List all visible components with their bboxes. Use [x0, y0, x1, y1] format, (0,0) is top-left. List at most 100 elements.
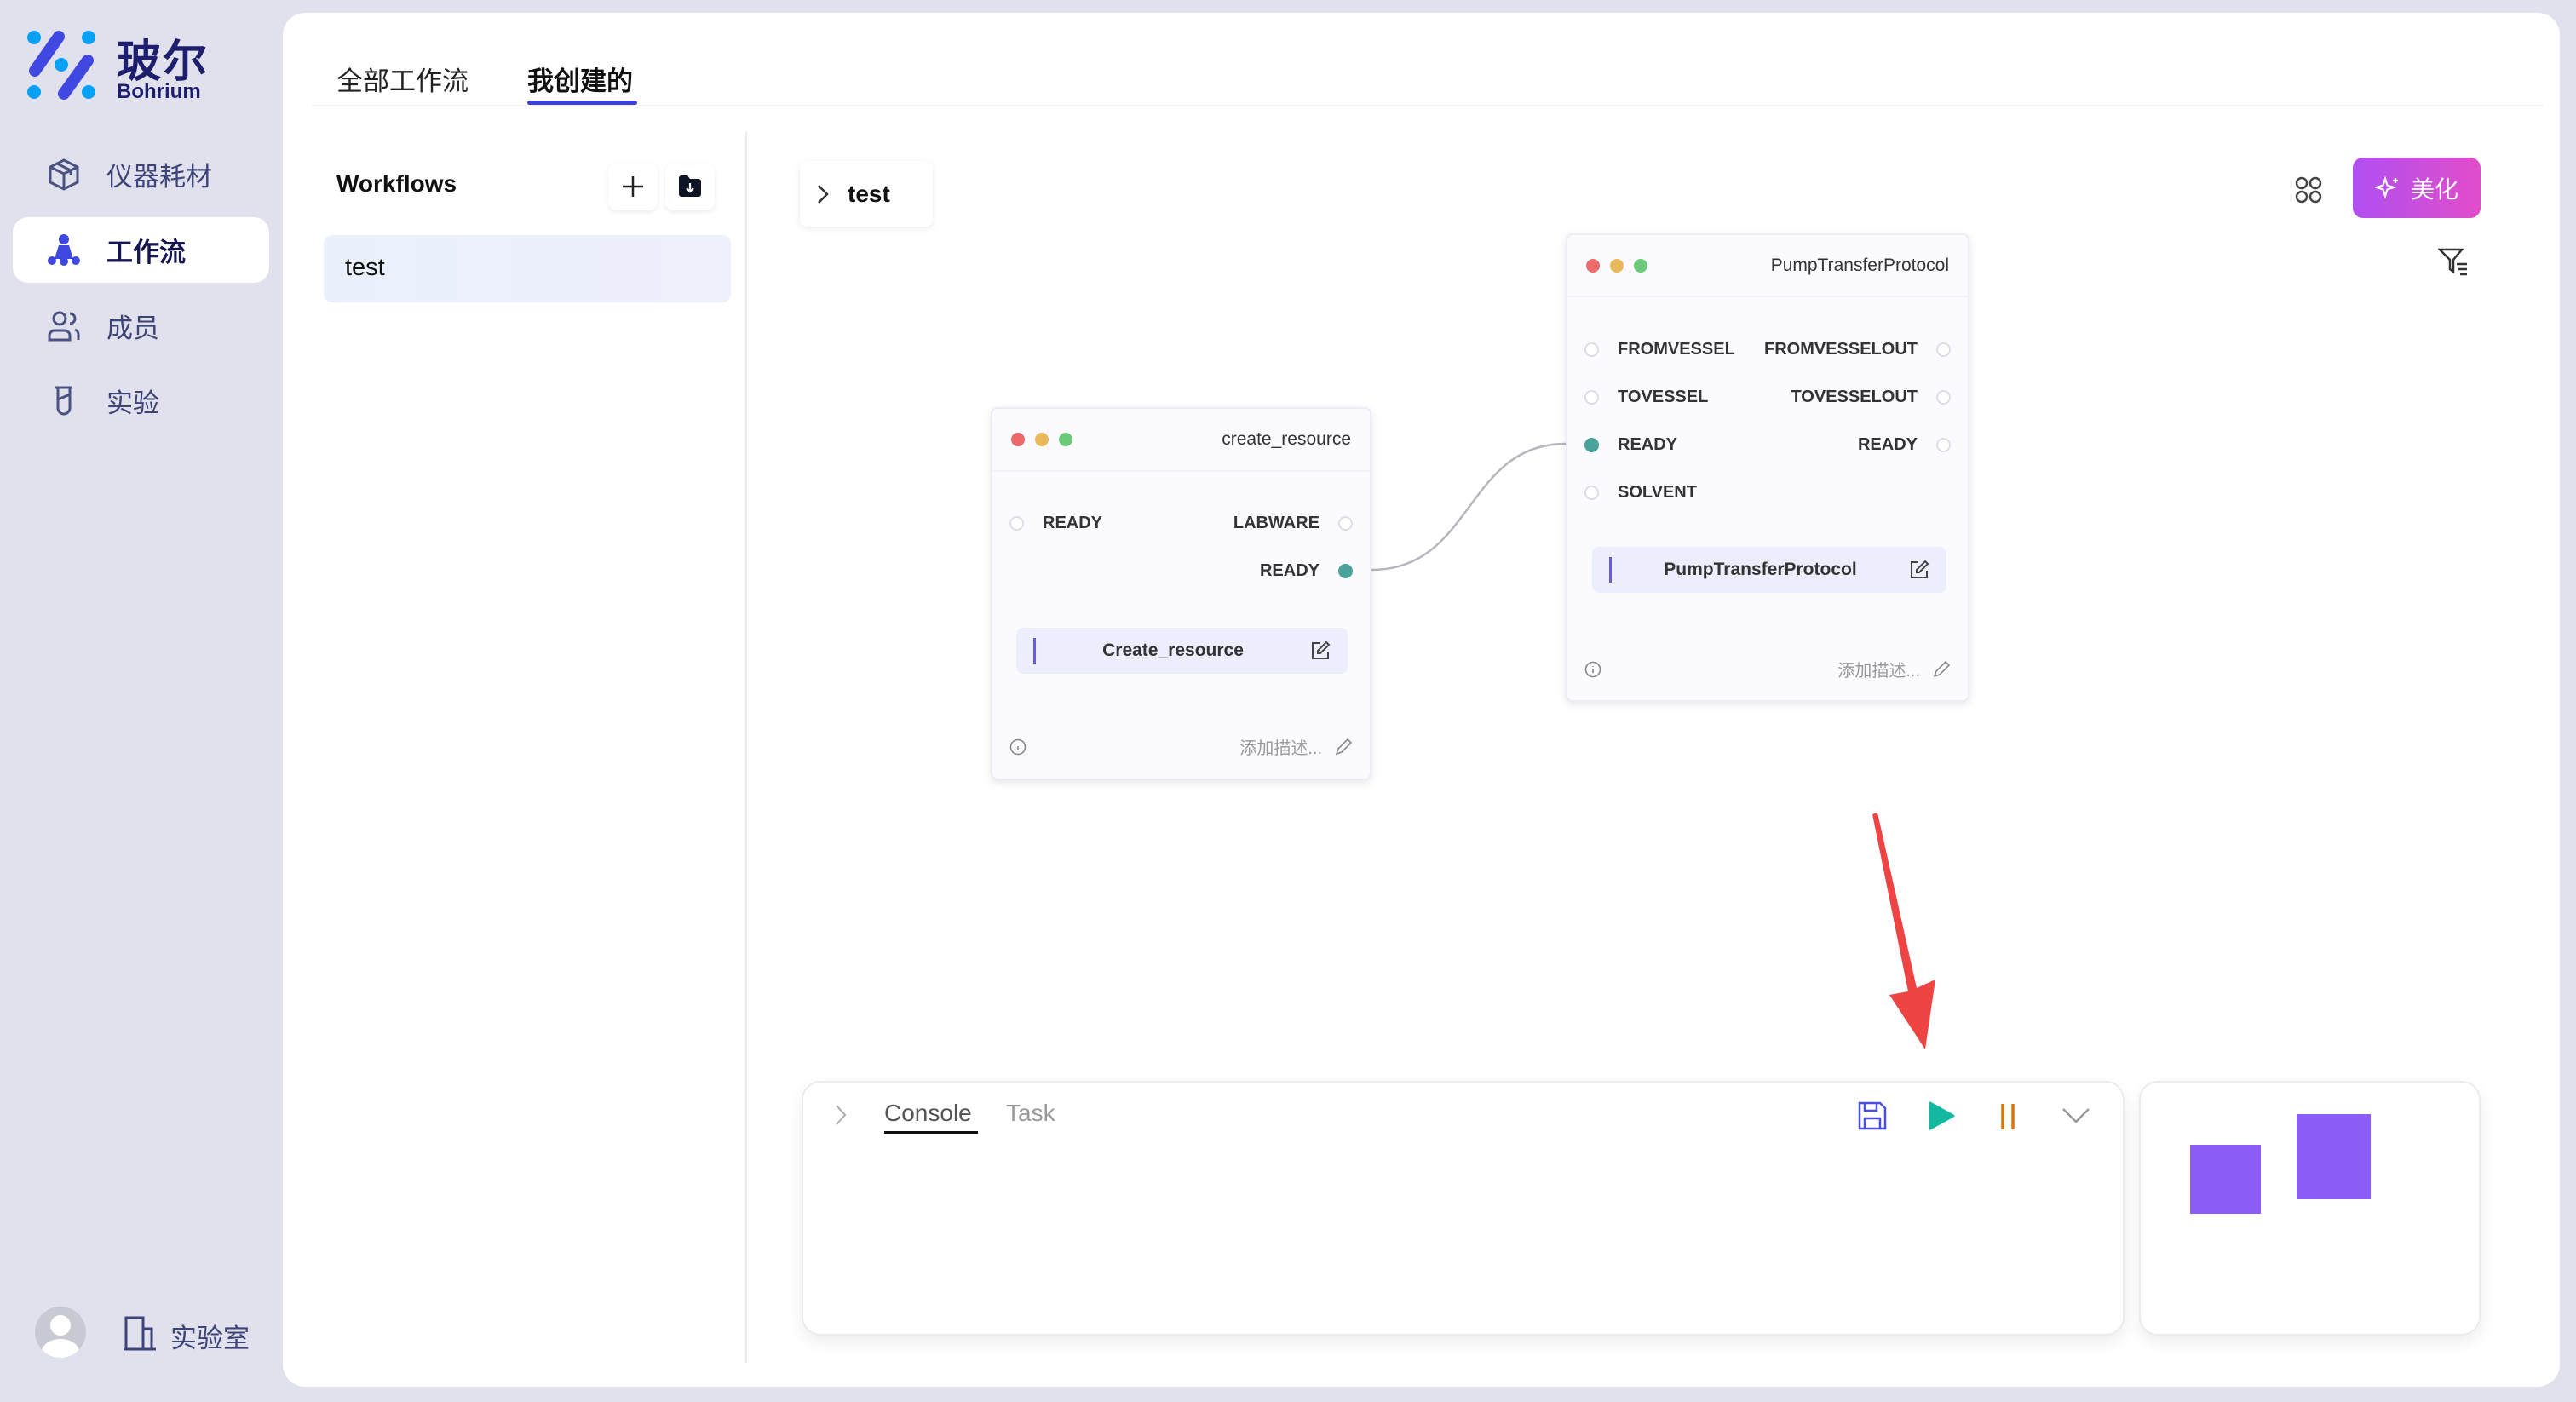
console-tab-underline: [884, 1131, 978, 1134]
node-pump-transfer-protocol[interactable]: PumpTransferProtocol FROMVESSEL TOVESSEL…: [1566, 233, 1969, 702]
tab-all-workflows[interactable]: 全部工作流: [336, 66, 469, 96]
port-handle[interactable]: [1584, 486, 1599, 500]
close-dot-icon[interactable]: [1586, 258, 1600, 273]
port-handle[interactable]: [1584, 342, 1599, 357]
output-port[interactable]: TOVESSELOUT: [1791, 388, 1951, 407]
test-tube-icon: [55, 386, 72, 415]
active-tab-indicator: [527, 101, 637, 105]
close-dot-icon[interactable]: [1011, 433, 1025, 446]
expand-dot-icon[interactable]: [1059, 433, 1072, 446]
cube-icon: [49, 158, 79, 191]
plus-icon: [623, 176, 643, 197]
tab-task[interactable]: Task: [1006, 1100, 1055, 1126]
bohrium-logo-icon: [27, 31, 95, 100]
port-label: LABWARE: [1233, 514, 1320, 532]
building-icon: [124, 1316, 156, 1351]
tab-my-workflows[interactable]: 我创建的: [527, 66, 633, 96]
info-icon[interactable]: [1584, 661, 1601, 678]
folder-download-icon: [679, 175, 701, 197]
port-handle[interactable]: [1584, 438, 1599, 452]
node-name-field[interactable]: PumpTransferProtocol: [1592, 547, 1946, 593]
pencil-icon[interactable]: [1334, 738, 1353, 756]
add-workflow-button[interactable]: [608, 163, 658, 210]
node-footer: 添加描述...: [1009, 734, 1353, 759]
red-arrow-annotation-icon: [1872, 813, 1935, 1049]
node-name: PumpTransferProtocol: [1664, 560, 1857, 579]
port-handle[interactable]: [1936, 390, 1951, 405]
port-handle[interactable]: [1338, 564, 1353, 578]
minimap-node: [2190, 1145, 2261, 1214]
output-port[interactable]: READY: [1260, 561, 1353, 581]
beautify-button[interactable]: 美化: [2353, 158, 2481, 218]
workflow-list-item[interactable]: test: [324, 235, 731, 302]
workflows-heading: Workflows: [336, 170, 457, 197]
port-label: SOLVENT: [1618, 483, 1697, 502]
output-port[interactable]: FROMVESSELOUT: [1764, 340, 1951, 359]
port-handle[interactable]: [1936, 342, 1951, 357]
port-label: READY: [1043, 514, 1103, 532]
play-icon[interactable]: [1927, 1100, 1956, 1131]
edit-icon[interactable]: [1909, 560, 1929, 580]
node-header[interactable]: create_resource: [992, 409, 1370, 472]
info-icon[interactable]: [1009, 738, 1026, 756]
accent-bar: [1033, 638, 1036, 664]
minimize-dot-icon[interactable]: [1610, 258, 1624, 273]
lab-switcher[interactable]: 实验室: [170, 1324, 250, 1353]
expand-dot-icon[interactable]: [1634, 258, 1647, 273]
node-header[interactable]: PumpTransferProtocol: [1567, 235, 1968, 297]
import-workflow-button[interactable]: [665, 163, 715, 210]
sidebar-item-members[interactable]: 成员: [13, 293, 269, 359]
breadcrumb[interactable]: test: [800, 161, 933, 227]
tabs-divider: [312, 105, 2544, 106]
port-label: READY: [1857, 435, 1918, 454]
sidebar-item-label: 成员: [106, 313, 159, 343]
output-port[interactable]: LABWARE: [1233, 514, 1353, 533]
sidebar-item-label: 仪器耗材: [106, 162, 212, 192]
pencil-icon[interactable]: [1932, 660, 1951, 679]
input-port[interactable]: FROMVESSEL: [1584, 340, 1735, 359]
port-label: TOVESSELOUT: [1791, 388, 1918, 406]
input-port[interactable]: READY: [1009, 514, 1102, 533]
sidebar-item-experiments[interactable]: 实验: [13, 368, 269, 434]
minimize-dot-icon[interactable]: [1035, 433, 1049, 446]
sidebar-item-label: 实验: [106, 388, 159, 418]
sidebar-item-instruments[interactable]: 仪器耗材: [13, 141, 269, 207]
layout-grid-icon[interactable]: [2293, 175, 2324, 205]
sparkle-icon: [2374, 175, 2398, 198]
node-title: PumpTransferProtocol: [1770, 255, 1949, 275]
node-name: Create_resource: [1102, 641, 1244, 660]
chevron-down-icon[interactable]: [2061, 1107, 2090, 1124]
filter-icon[interactable]: [2438, 247, 2469, 276]
description-placeholder[interactable]: 添加描述...: [1239, 739, 1322, 758]
sidebar-item-workflow[interactable]: 工作流: [13, 217, 269, 283]
port-handle[interactable]: [1936, 438, 1951, 452]
workflow-icon: [48, 233, 80, 266]
avatar[interactable]: [35, 1307, 86, 1358]
input-port[interactable]: SOLVENT: [1584, 483, 1697, 503]
description-placeholder[interactable]: 添加描述...: [1837, 662, 1920, 681]
sidebar-item-label: 工作流: [106, 238, 186, 267]
node-name-field[interactable]: Create_resource: [1016, 628, 1348, 674]
output-port[interactable]: READY: [1858, 435, 1951, 455]
pause-icon[interactable]: [1997, 1102, 2019, 1131]
input-port[interactable]: READY: [1584, 435, 1677, 455]
port-handle[interactable]: [1338, 516, 1353, 531]
port-label: FROMVESSEL: [1618, 340, 1735, 359]
node-create-resource[interactable]: create_resource READY LABWARE READY Crea…: [991, 407, 1371, 780]
tab-console[interactable]: Console: [884, 1100, 972, 1126]
chevron-right-icon: [818, 184, 829, 204]
console-panel: [802, 1081, 2125, 1336]
port-label: FROMVESSELOUT: [1763, 340, 1918, 359]
port-label: READY: [1618, 435, 1678, 454]
port-handle[interactable]: [1009, 516, 1024, 531]
input-port[interactable]: TOVESSEL: [1584, 388, 1708, 407]
port-handle[interactable]: [1584, 390, 1599, 405]
users-icon: [48, 311, 80, 341]
save-icon[interactable]: [1857, 1100, 1888, 1131]
chevron-right-icon[interactable]: [835, 1104, 847, 1126]
edit-icon[interactable]: [1310, 641, 1331, 661]
brand-name-en: Bohrium: [117, 80, 201, 103]
accent-bar: [1609, 557, 1612, 583]
port-label: TOVESSEL: [1618, 388, 1709, 406]
node-title: create_resource: [1222, 429, 1351, 449]
